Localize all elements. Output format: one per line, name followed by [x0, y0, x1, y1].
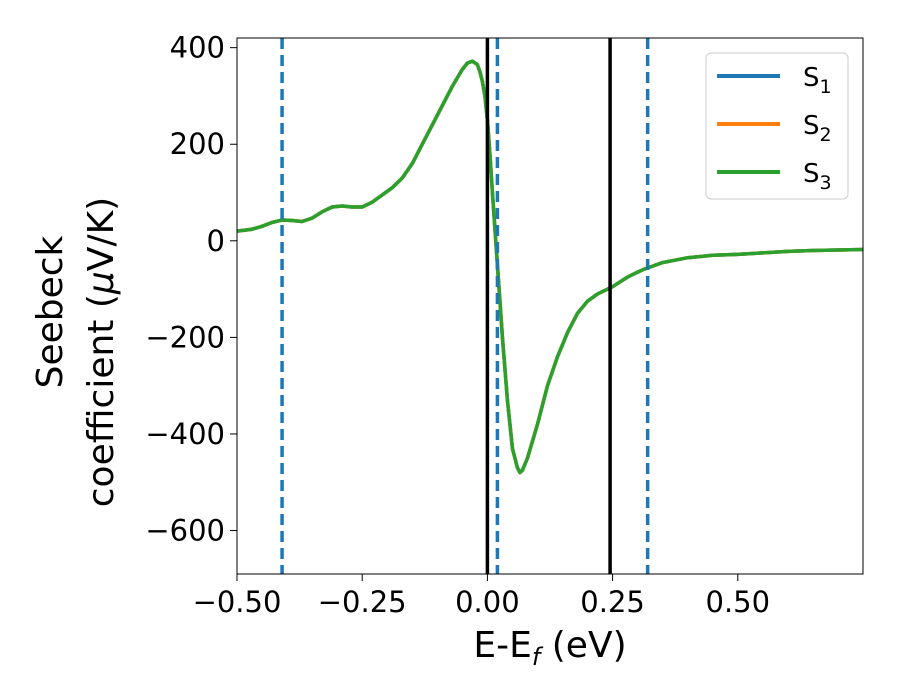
y-tick-label: −400 [145, 417, 225, 451]
x-tick-label: 0.25 [580, 585, 645, 619]
y-tick-label: −600 [145, 514, 225, 548]
x-tick-label: −0.25 [318, 585, 407, 619]
y-tick-label: 200 [170, 127, 225, 161]
x-tick-label: −0.50 [193, 585, 282, 619]
legend-label-s3: S3 [803, 159, 832, 194]
y-tick-label: −200 [145, 320, 225, 354]
y-tick-label: 400 [170, 31, 225, 65]
x-tick-label: 0.50 [706, 585, 771, 619]
plot-frame [236, 37, 864, 575]
legend-label-s2: S2 [803, 111, 832, 146]
y-axis-title-line1: Seebeck [30, 235, 71, 388]
plot-inner [237, 38, 863, 574]
legend-label-s1: S1 [803, 63, 832, 98]
y-axis-title-line2: coefficient (μV/K) [81, 197, 122, 507]
y-tick-label: 0 [207, 224, 225, 258]
legend: S1 S2 S3 [705, 52, 849, 200]
x-axis-title: E-Ef (eV) [473, 625, 626, 671]
plot-area [237, 38, 863, 574]
axis-ticks: −0.50 −0.25 0.00 0.25 0.50 400 200 0 −200 −400 −60… [145, 31, 770, 619]
x-tick-label: 0.00 [455, 585, 520, 619]
